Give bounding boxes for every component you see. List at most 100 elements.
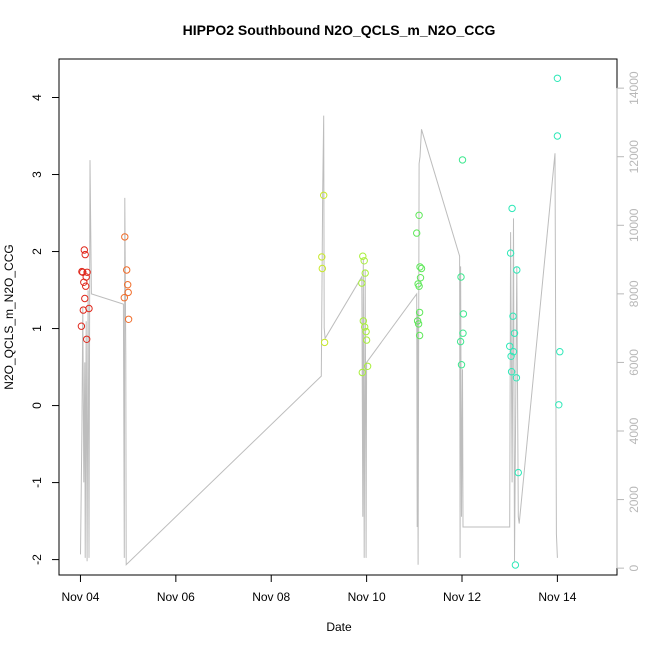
data-point <box>556 348 564 356</box>
data-point <box>415 308 424 317</box>
data-point <box>459 310 468 318</box>
data-point <box>320 338 329 347</box>
data-point <box>81 250 89 259</box>
data-point <box>124 281 132 289</box>
altitude-line-layer <box>80 115 558 566</box>
data-point <box>82 282 90 290</box>
data-point <box>459 329 467 337</box>
data-point <box>509 348 518 356</box>
data-point <box>318 264 326 273</box>
data-point <box>362 336 371 344</box>
data-point <box>320 191 328 200</box>
y-tick-label: -2 <box>30 554 44 565</box>
series-2 <box>318 191 329 347</box>
data-point <box>509 312 517 320</box>
data-point <box>361 323 369 331</box>
data-point <box>83 268 91 276</box>
y-tick-label: -1 <box>30 477 44 488</box>
data-point <box>82 273 90 281</box>
y2-tick-label: 8000 <box>627 280 641 307</box>
y-tick-label: 3 <box>30 171 44 178</box>
x-tick-label: Nov 08 <box>252 590 290 604</box>
y2-tick-label: 0 <box>627 564 641 571</box>
data-point <box>417 264 426 273</box>
data-point <box>79 268 87 276</box>
y-axis: -2 -1 0 1 2 3 4 <box>30 94 60 565</box>
data-point <box>555 401 563 409</box>
y-tick-label: 1 <box>30 325 44 332</box>
data-point <box>120 294 129 302</box>
data-point <box>508 204 516 213</box>
data-point <box>458 156 467 164</box>
x-tick-label: Nov 04 <box>61 590 99 604</box>
y2-tick-label: 12000 <box>627 140 641 174</box>
data-point <box>416 263 424 271</box>
data-point <box>124 315 133 323</box>
series-5 <box>456 156 468 369</box>
data-point <box>457 361 466 369</box>
data-point <box>360 257 368 265</box>
x-tick-label: Nov 12 <box>443 590 481 604</box>
data-point <box>413 229 421 237</box>
series-1 <box>120 233 133 323</box>
series-0 <box>77 246 93 343</box>
data-point <box>457 273 465 281</box>
data-point <box>85 304 93 313</box>
y2-tick-label: 2000 <box>627 486 641 513</box>
altitude-line <box>80 115 558 566</box>
data-point <box>507 368 516 376</box>
data-point <box>415 331 424 340</box>
y-tick-label: 2 <box>30 248 44 255</box>
data-point <box>83 335 91 343</box>
data-point <box>81 294 89 303</box>
y-tick-label: 0 <box>30 402 44 409</box>
data-point <box>124 288 132 297</box>
data-point <box>123 266 131 274</box>
data-point <box>362 327 370 336</box>
data-point <box>512 374 521 382</box>
data-points-layer <box>77 74 564 569</box>
data-point <box>358 368 366 377</box>
data-point <box>416 274 425 282</box>
data-point <box>413 317 422 325</box>
data-point <box>414 320 423 328</box>
data-point <box>415 211 423 220</box>
data-point <box>80 246 89 254</box>
y2-tick-label: 10000 <box>627 208 641 242</box>
y2-tick-label: 4000 <box>627 417 641 444</box>
chart-title: HIPPO2 Southbound N2O_QCLS_m_N2O_CCG <box>183 22 496 38</box>
data-point <box>358 279 366 287</box>
data-point <box>507 352 515 360</box>
x-tick-label: Nov 14 <box>538 590 576 604</box>
x-tick-label: Nov 10 <box>348 590 386 604</box>
x-axis: Nov 04 Nov 06 Nov 08 Nov 10 Nov 12 Nov 14 <box>61 574 577 604</box>
data-point <box>363 362 372 370</box>
data-point <box>553 132 562 140</box>
data-point <box>361 269 369 277</box>
series-6 <box>506 74 564 569</box>
y-axis-label: N2O_QCLS_m_N2O_CCG <box>2 244 16 389</box>
data-point <box>121 233 129 241</box>
data-point <box>511 561 520 569</box>
series-3 <box>358 252 372 377</box>
y-tick-label: 4 <box>30 94 44 101</box>
data-point <box>553 74 562 83</box>
data-point <box>506 342 514 350</box>
data-point <box>456 337 465 346</box>
data-point <box>318 253 326 261</box>
data-point <box>77 322 86 330</box>
data-point <box>78 267 86 276</box>
data-point <box>514 468 522 477</box>
data-point <box>415 282 423 290</box>
series-4 <box>413 211 426 340</box>
data-point <box>513 266 521 274</box>
data-point <box>510 329 519 337</box>
secondary-y-axis: 0 2000 4000 6000 8000 10000 12000 14000 <box>616 71 641 571</box>
y2-tick-label: 14000 <box>627 71 641 105</box>
x-tick-label: Nov 06 <box>157 590 195 604</box>
data-point <box>359 252 367 260</box>
data-point <box>506 249 515 257</box>
x-axis-label: Date <box>326 620 352 634</box>
y2-tick-label: 6000 <box>627 349 641 376</box>
